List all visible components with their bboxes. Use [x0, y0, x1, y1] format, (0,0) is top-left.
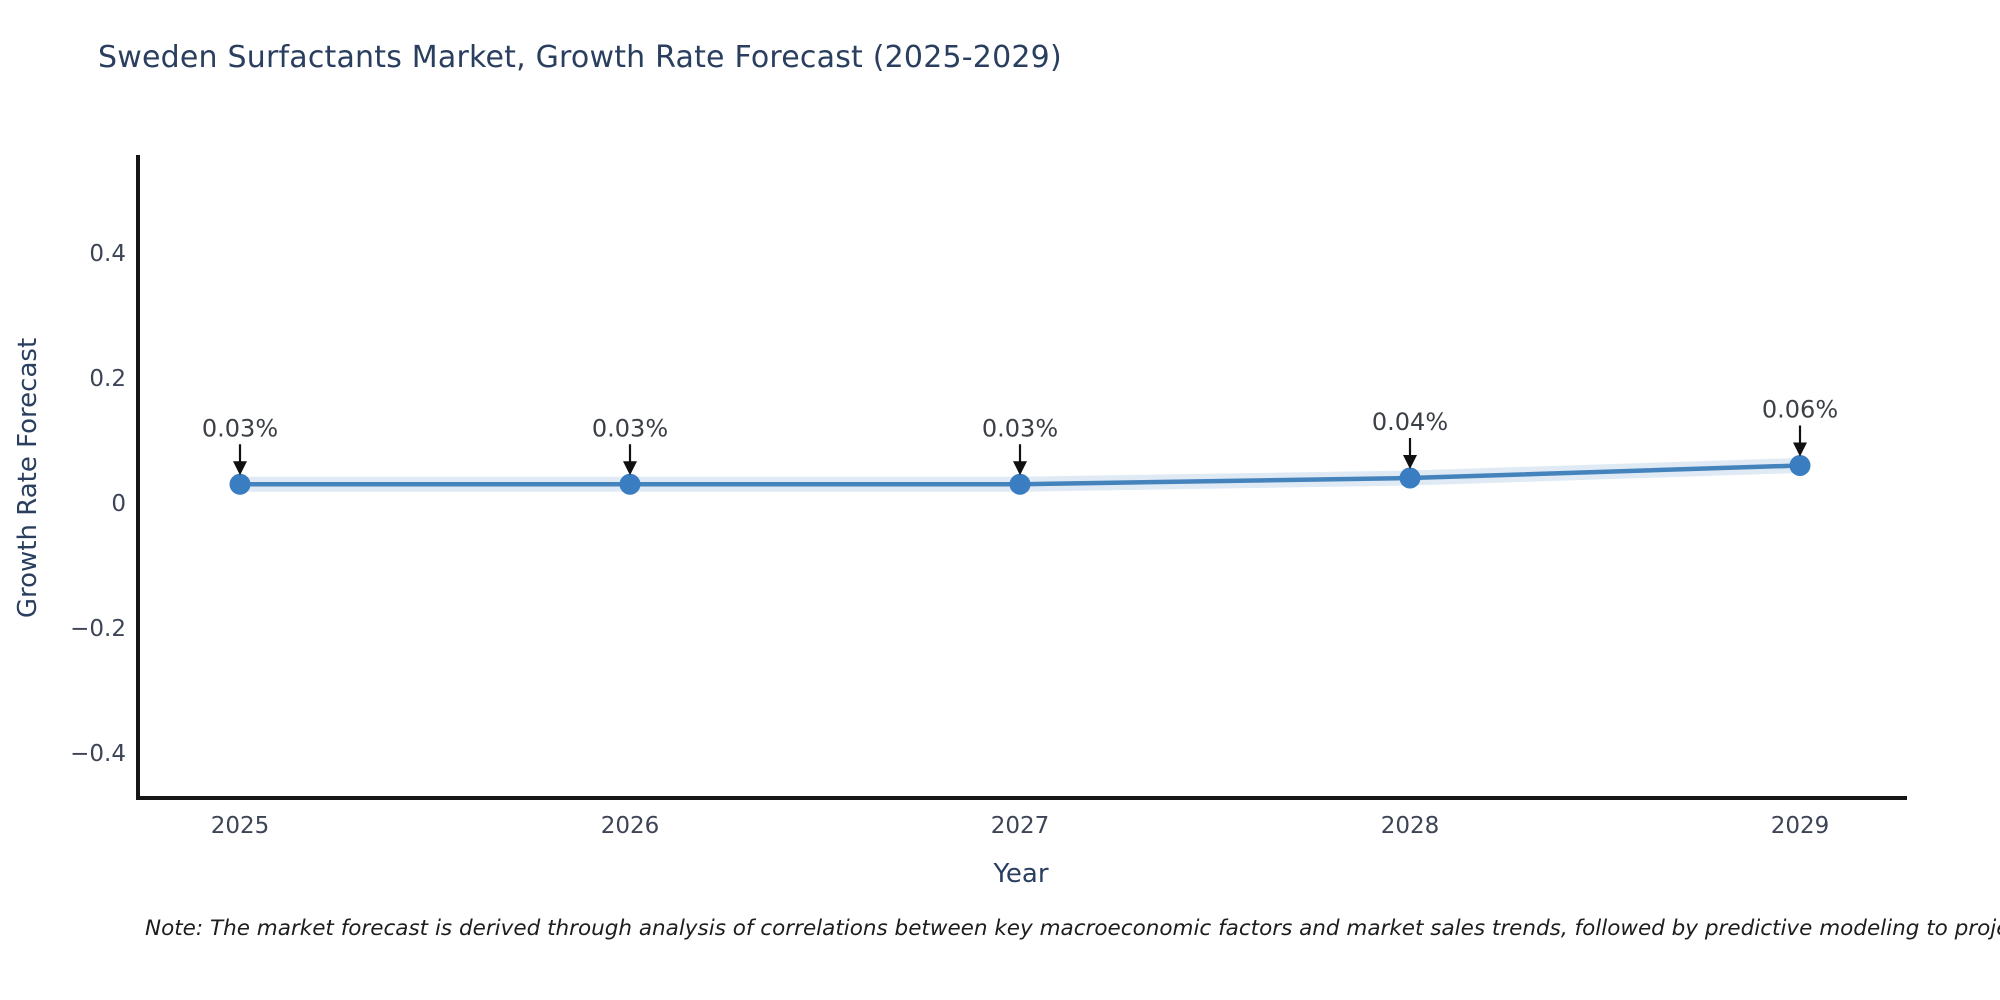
y-tick-label: −0.2 — [70, 616, 126, 642]
annotation-arrow-head — [1403, 455, 1417, 469]
chart-title: Sweden Surfactants Market, Growth Rate F… — [98, 40, 1062, 75]
data-point-marker — [229, 473, 251, 495]
annotation-label: 0.03% — [202, 414, 278, 442]
annotation-label: 0.04% — [1372, 408, 1448, 436]
footnote: Note: The market forecast is derived thr… — [145, 916, 2000, 941]
annotation-arrow-head — [1013, 461, 1027, 476]
x-tick-label: 2027 — [991, 813, 1050, 839]
annotation-label: 0.06% — [1762, 396, 1838, 424]
annotation-arrow-head — [1793, 442, 1807, 457]
x-axis-title: Year — [993, 859, 1049, 889]
x-tick-label: 2028 — [1381, 813, 1440, 839]
data-point-marker — [1789, 455, 1811, 476]
annotation-arrow-head — [623, 461, 637, 476]
y-tick-label: 0 — [111, 491, 126, 517]
x-tick-label: 2025 — [211, 813, 270, 839]
data-point-marker — [619, 473, 641, 495]
y-tick-label: 0.2 — [89, 366, 126, 392]
x-tick-label: 2029 — [1771, 813, 1830, 839]
axis-lines — [136, 155, 1907, 800]
annotation-arrow-head — [233, 461, 247, 476]
x-tick-label: 2026 — [601, 813, 660, 839]
data-point-marker — [1009, 473, 1031, 495]
y-tick-label: 0.4 — [89, 241, 126, 267]
data-point-marker — [1399, 467, 1421, 489]
y-tick-label: −0.4 — [70, 741, 126, 767]
annotation-label: 0.03% — [592, 414, 668, 442]
annotation-label: 0.03% — [982, 414, 1058, 442]
